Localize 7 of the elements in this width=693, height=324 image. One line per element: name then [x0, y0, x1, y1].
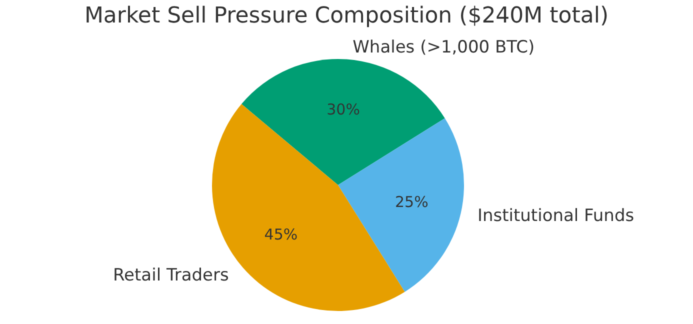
- slice-label: Institutional Funds: [477, 206, 634, 226]
- data-label: 25%: [394, 193, 428, 212]
- data-label: 45%: [264, 226, 298, 244]
- chart-title: Market Sell Pressure Composition ($240M total): [84, 4, 609, 28]
- data-label: 30%: [326, 100, 360, 119]
- slice-label: Retail Traders: [113, 266, 229, 286]
- slice-label: Whales (>1,000 BTC): [352, 37, 535, 58]
